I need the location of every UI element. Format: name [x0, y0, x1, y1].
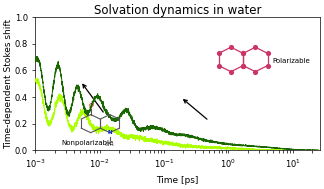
Title: Solvation dynamics in water: Solvation dynamics in water — [94, 4, 261, 17]
Y-axis label: Time-dependent Stokes shift: Time-dependent Stokes shift — [4, 19, 13, 149]
X-axis label: Time [ps]: Time [ps] — [156, 176, 199, 185]
